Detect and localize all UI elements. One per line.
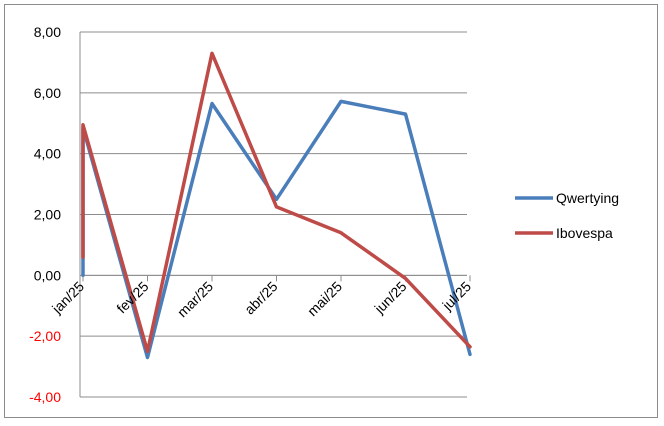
legend-label: Ibovespa (556, 225, 613, 241)
line-chart: 8,006,004,002,000,00-2,00-4,00 jan/25 fev… (29, 24, 619, 405)
y-tick-label: -2,00 (29, 328, 61, 344)
y-tick-label: 0,00 (34, 267, 61, 283)
y-tick-label: 2,00 (34, 207, 61, 223)
x-tick-label: jun/25 (371, 278, 410, 317)
legend: Qwertying Ibovespa (515, 190, 619, 241)
y-tick-label: 8,00 (34, 24, 61, 40)
legend-label: Qwertying (556, 190, 619, 206)
gridlines (80, 31, 467, 398)
x-tick-label: mai/25 (304, 278, 345, 319)
series-line-qwertying (81, 99, 472, 360)
y-tick-label: 6,00 (34, 85, 61, 101)
y-tick-labels: 8,00 6,00 4,00 2,00 0,00 -2,00 -4,00 (29, 24, 61, 405)
y-tick-label: -4,00 (29, 389, 61, 405)
chart-frame: 8,00 6,00 4,00 2,00 0,00 -2,00 -4,00 jan/25 fev… (4, 4, 658, 418)
series-line-ibovespa (81, 51, 472, 354)
x-tick-label: mar/25 (174, 278, 216, 320)
series-lines (81, 51, 472, 360)
x-tick-label: jan/25 (48, 278, 87, 317)
x-tick-label: abr/25 (241, 278, 281, 318)
y-tick-label: 4,00 (34, 146, 61, 162)
